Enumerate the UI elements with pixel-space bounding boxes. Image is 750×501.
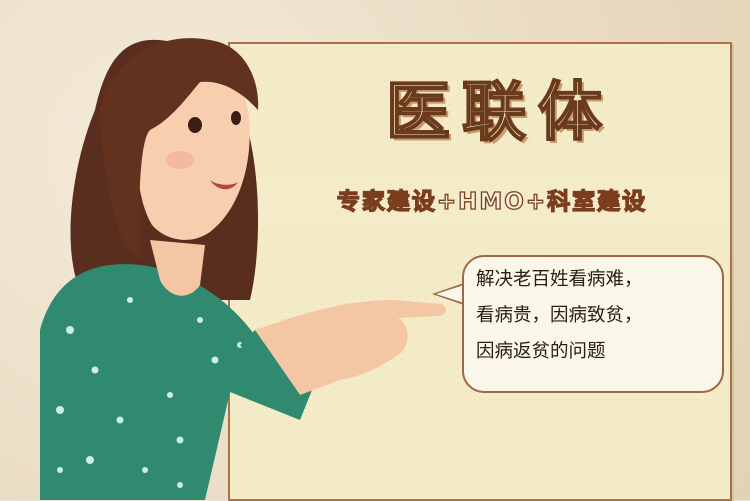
subtitle-banner: 专家建设+HMO+科室建设 [262,177,722,221]
speech-line: 解决老百姓看病难， [476,269,643,290]
dress [40,264,320,500]
neck [150,240,205,296]
speech-bubble-text: 解决老百姓看病难， 看病贵，因病致贫， 因病返贫的问题 [476,262,716,370]
subtitle-text: 专家建设+HMO+科室建设 [336,188,648,215]
speech-bubble [462,255,724,393]
blush [166,151,194,169]
eye [188,117,202,133]
sleeve-cuff [240,330,300,405]
page-title: 医联体 [385,75,614,150]
eye [231,111,241,125]
dress-dots [56,297,243,488]
pointing-arm [255,300,446,395]
speech-line: 因病返贫的问题 [476,341,606,362]
hair-front [100,38,259,260]
speech-bubble-tail [432,283,464,305]
mouth [210,180,238,190]
speech-line: 看病贵，因病致贫， [476,305,643,326]
